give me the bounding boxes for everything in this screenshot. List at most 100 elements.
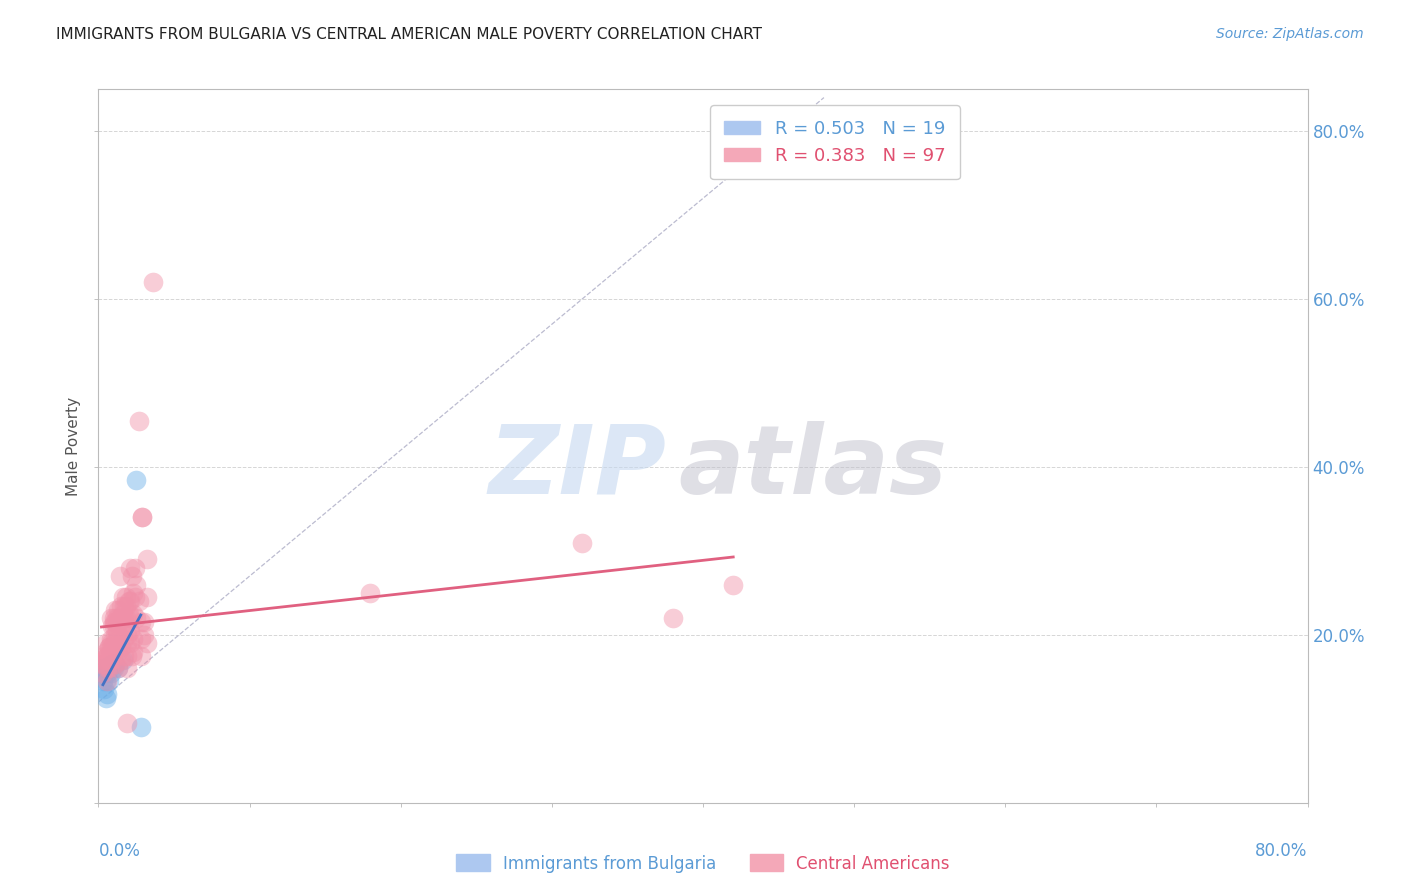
Point [98, 640, 121, 655]
Legend: Immigrants from Bulgaria, Central Americans: Immigrants from Bulgaria, Central Americ… [450, 847, 956, 880]
Point [121, 648, 143, 663]
Point [120, 624, 142, 638]
Point [129, 615, 152, 630]
Point [105, 640, 128, 655]
Point [101, 640, 124, 655]
Point [135, 636, 157, 650]
Point [91, 674, 114, 689]
Point [360, 586, 382, 600]
Point [94, 645, 117, 659]
Point [129, 720, 152, 734]
Point [91, 665, 114, 680]
Point [94, 636, 117, 650]
Point [128, 414, 150, 428]
Point [100, 665, 122, 680]
Point [108, 611, 131, 625]
Text: ZIP: ZIP [489, 421, 666, 514]
Point [115, 619, 138, 633]
Point [110, 611, 132, 625]
Point [112, 648, 135, 663]
Point [122, 607, 145, 621]
Point [93, 682, 115, 697]
Point [120, 594, 142, 608]
Point [110, 640, 132, 655]
Point [96, 648, 118, 663]
Point [122, 632, 145, 646]
Point [94, 674, 117, 689]
Point [96, 661, 118, 675]
Point [131, 510, 153, 524]
Text: Source: ZipAtlas.com: Source: ZipAtlas.com [1216, 27, 1364, 41]
Point [135, 590, 157, 604]
Point [103, 636, 125, 650]
Point [118, 607, 141, 621]
Point [104, 628, 127, 642]
Text: 0.0%: 0.0% [98, 842, 141, 860]
Point [120, 636, 142, 650]
Point [98, 640, 121, 655]
Point [120, 611, 142, 625]
Point [93, 657, 115, 672]
Point [112, 632, 135, 646]
Point [107, 661, 129, 675]
Point [112, 599, 135, 613]
Point [115, 716, 138, 731]
Point [124, 560, 146, 574]
Point [101, 619, 124, 633]
Point [110, 599, 132, 613]
Point [115, 636, 138, 650]
Point [110, 624, 132, 638]
Point [723, 577, 745, 591]
Point [114, 599, 136, 613]
Point [105, 624, 128, 638]
Point [104, 615, 127, 630]
Point [122, 586, 145, 600]
Point [96, 665, 118, 680]
Point [129, 632, 152, 646]
Point [94, 690, 117, 705]
Point [571, 535, 593, 549]
Point [98, 674, 121, 689]
Point [94, 661, 117, 675]
Point [118, 594, 141, 608]
Point [101, 645, 124, 659]
Point [101, 653, 124, 667]
Point [96, 648, 118, 663]
Point [104, 640, 127, 655]
Point [100, 611, 122, 625]
Point [125, 611, 148, 625]
Text: atlas: atlas [679, 421, 948, 514]
Point [103, 611, 125, 625]
Point [108, 569, 131, 583]
Point [107, 615, 129, 630]
Point [125, 473, 148, 487]
Point [114, 590, 136, 604]
Point [107, 661, 129, 675]
Point [98, 661, 121, 675]
Point [142, 275, 165, 289]
Point [111, 590, 134, 604]
Point [105, 611, 128, 625]
Point [96, 674, 118, 689]
Point [91, 653, 114, 667]
Point [98, 661, 121, 675]
Point [100, 653, 122, 667]
Point [122, 645, 145, 659]
Point [91, 665, 114, 680]
Point [131, 510, 153, 524]
Point [90, 657, 112, 672]
Point [103, 645, 125, 659]
Point [111, 607, 134, 621]
Point [104, 657, 127, 672]
Point [107, 645, 129, 659]
Point [93, 661, 115, 675]
Point [111, 653, 134, 667]
Text: IMMIGRANTS FROM BULGARIA VS CENTRAL AMERICAN MALE POVERTY CORRELATION CHART: IMMIGRANTS FROM BULGARIA VS CENTRAL AMER… [56, 27, 762, 42]
Point [96, 687, 118, 701]
Point [132, 615, 155, 630]
Point [103, 619, 125, 633]
Point [124, 590, 146, 604]
Y-axis label: Male Poverty: Male Poverty [66, 396, 82, 496]
Point [120, 560, 142, 574]
Point [104, 603, 127, 617]
